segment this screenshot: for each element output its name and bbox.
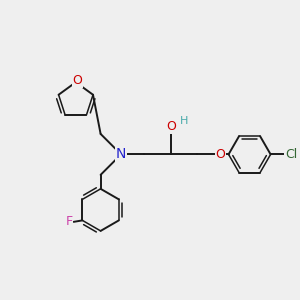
Text: O: O [166,120,176,133]
Text: N: N [116,147,126,161]
Text: F: F [66,215,73,228]
Text: O: O [72,74,82,87]
Text: H: H [180,116,188,126]
Text: Cl: Cl [285,148,297,161]
Text: O: O [215,148,225,161]
